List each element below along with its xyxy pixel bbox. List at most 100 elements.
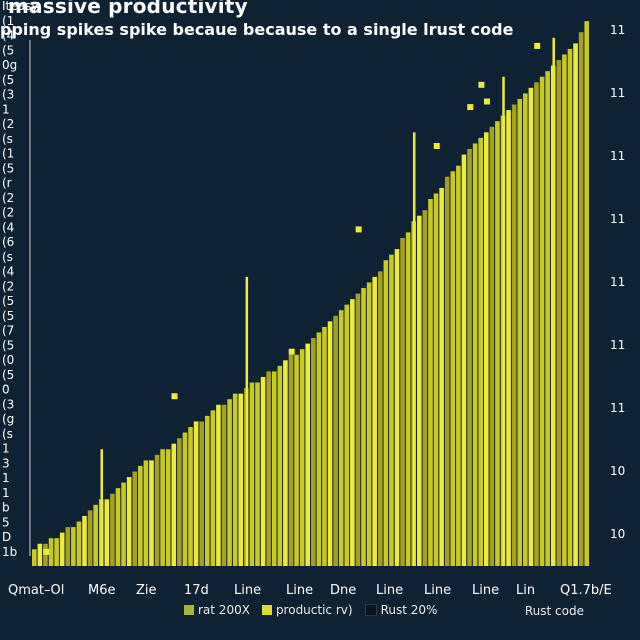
- bar: [149, 460, 154, 566]
- bar: [299, 349, 305, 566]
- y-tick-label-left: (2: [2, 191, 14, 205]
- bar: [138, 465, 143, 566]
- y-tick-label-left: 5: [2, 516, 10, 530]
- bar: [584, 21, 589, 567]
- x-tick-label: Line: [424, 583, 451, 598]
- y-tick-label-left: 1: [2, 471, 10, 485]
- bar: [394, 249, 400, 566]
- bar: [338, 310, 344, 566]
- y-tick-label-right: 11: [610, 149, 625, 163]
- bar: [316, 332, 322, 566]
- floating-markers: [43, 42, 541, 555]
- corner-label: Rust code: [524, 604, 584, 618]
- y-tick-label-left: (3: [2, 397, 14, 411]
- bar: [271, 371, 277, 566]
- bar: [277, 365, 283, 566]
- bar: [260, 376, 266, 566]
- y-tick-label-left: (g: [2, 412, 14, 426]
- x-tick-label: Qmat–Ol: [8, 583, 64, 598]
- y-tick-label-right: 11: [610, 23, 625, 37]
- y-tick-label-left: (4: [2, 265, 14, 279]
- legend-label: rat 200X: [198, 603, 250, 617]
- bar: [344, 304, 350, 566]
- y-tick-label-left: (5: [2, 294, 14, 308]
- marker: [355, 226, 362, 233]
- legend: rat 200X productic rv) Rust 20%: [184, 603, 437, 617]
- bar: [433, 193, 439, 567]
- bar: [517, 98, 523, 567]
- bar: [188, 427, 193, 566]
- y-tick-label-left: (2: [2, 117, 14, 131]
- marker: [467, 104, 474, 111]
- chart-title: massive productivity: [8, 0, 248, 18]
- y-tick-label-left: (r: [2, 176, 12, 190]
- bar: [439, 187, 444, 567]
- bar: [283, 360, 288, 566]
- bar: [238, 393, 244, 566]
- bar: [126, 477, 132, 566]
- bar: [288, 354, 294, 566]
- bar: [154, 454, 160, 566]
- x-tick-label: Line: [472, 583, 499, 598]
- bar: [556, 60, 562, 566]
- y-tick-label-left: (5: [2, 73, 14, 87]
- y-tick-label-left: (1: [2, 147, 14, 161]
- legend-label: productic rv): [275, 603, 353, 617]
- bar: [232, 393, 238, 566]
- x-tick-label: Line: [234, 583, 261, 598]
- y-tick-label-left: (5: [2, 161, 14, 175]
- bar: [311, 338, 316, 566]
- legend-item: productic rv): [261, 603, 353, 617]
- y-tick-label-left: 1b: [2, 545, 17, 559]
- bar: [489, 126, 495, 566]
- bar: [372, 276, 377, 566]
- y-tick-label-left: Iteasy: [2, 0, 38, 13]
- bar: [59, 532, 65, 566]
- bar: [327, 321, 333, 566]
- y-tick-label-left: (4: [2, 220, 14, 234]
- bar: [456, 165, 461, 566]
- marker: [478, 81, 485, 88]
- bar: [305, 343, 310, 566]
- y-axis-left-labels: Iteasy(1(4(50g(5(31(2(s(1(5(r(2(2(4(6(s(…: [2, 0, 38, 559]
- bar: [171, 443, 177, 566]
- y-tick-label-right: 11: [610, 212, 625, 226]
- bar: [165, 449, 171, 566]
- y-tick-label-left: (s: [2, 132, 13, 146]
- y-tick-label-left: (0: [2, 353, 14, 367]
- bar: [377, 271, 383, 566]
- bar: [87, 510, 93, 566]
- bar: [37, 543, 43, 566]
- bar: [400, 237, 405, 566]
- y-tick-label-left: 1: [2, 102, 10, 116]
- y-tick-label-left: (3: [2, 88, 14, 102]
- x-axis-labels: Qmat–Ol M6e Zie 17d Line Line Dne Line Line Line L…: [8, 583, 612, 598]
- bar: [204, 415, 210, 566]
- legend-item: rat 200X: [184, 603, 250, 617]
- y-tick-label-left: 0: [2, 383, 10, 397]
- y-tick-label-left: (s: [2, 250, 13, 264]
- y-tick-label-left: (4: [2, 29, 14, 43]
- bar: [121, 482, 126, 566]
- x-tick-label: Dne: [330, 583, 356, 598]
- y-tick-label-left: (5: [2, 309, 14, 323]
- bar: [115, 488, 121, 566]
- y-tick-label-right: 10: [610, 527, 625, 541]
- x-tick-label: Line: [286, 583, 313, 598]
- bar: [578, 32, 584, 567]
- bar: [227, 399, 232, 566]
- marker: [534, 42, 541, 49]
- bar: [221, 404, 227, 566]
- y-tick-label-left: D: [2, 530, 11, 544]
- bar: [528, 87, 534, 566]
- bar: [193, 421, 199, 566]
- bar: [495, 121, 500, 566]
- legend-label: Rust 20%: [380, 603, 438, 617]
- y-tick-label-left: (6: [2, 235, 14, 249]
- bar: [472, 143, 478, 566]
- bar: [389, 254, 394, 566]
- y-tick-label-left: (2: [2, 206, 14, 220]
- bars: [32, 21, 589, 567]
- bar: [355, 293, 361, 566]
